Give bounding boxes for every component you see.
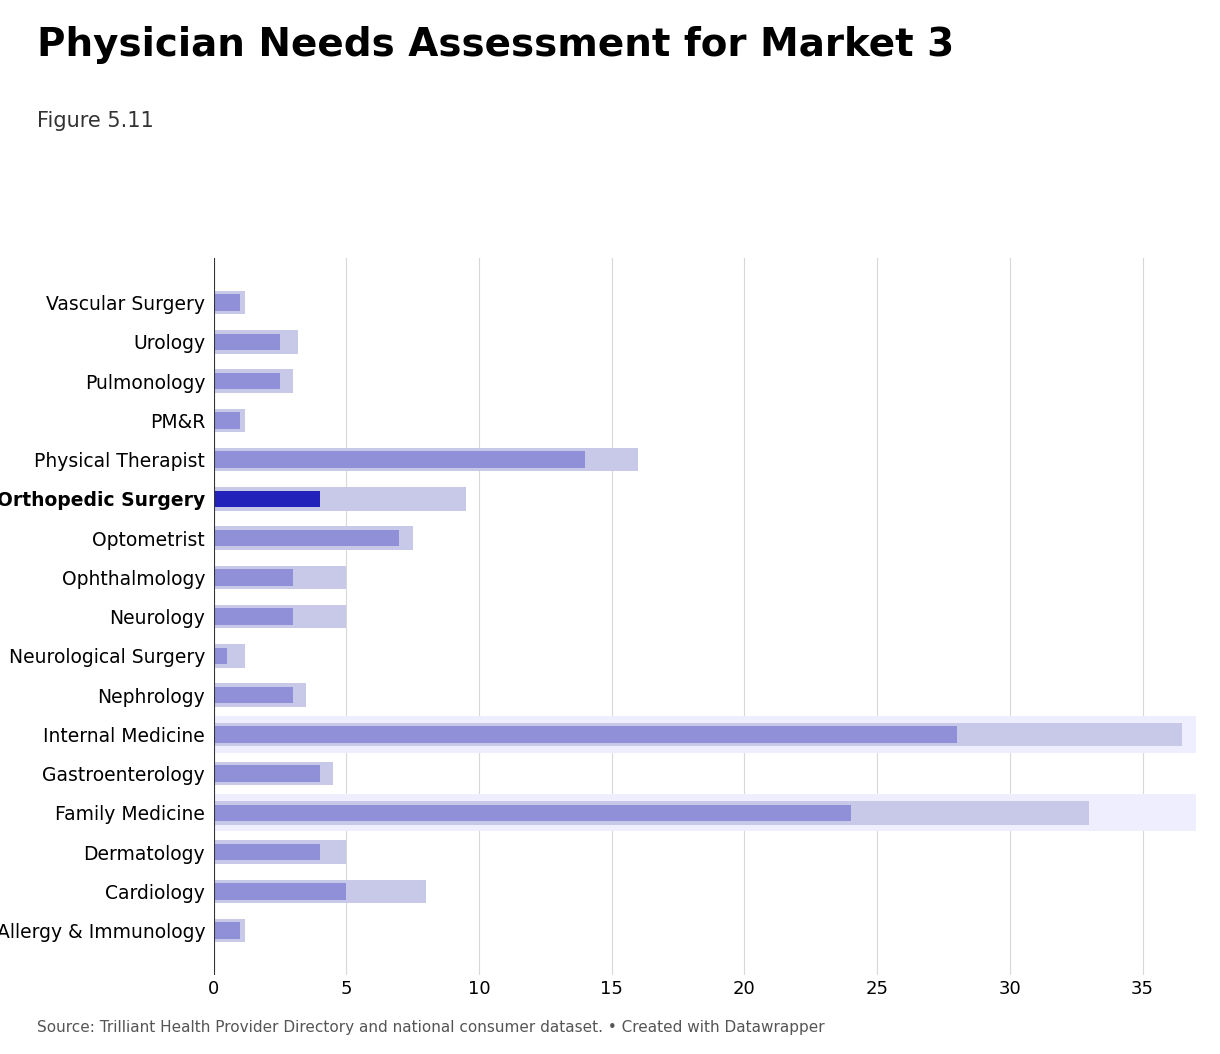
Text: Source: Trilliant Health Provider Directory and national consumer dataset. • Cre: Source: Trilliant Health Provider Direct… [37,1020,825,1035]
Bar [214,647,227,664]
Bar [214,919,245,942]
Bar [214,844,320,860]
Bar [214,330,299,353]
Bar [214,683,306,707]
Bar [214,795,1196,832]
Bar [214,716,1196,753]
Bar [214,487,466,510]
Text: Physician Needs Assessment for Market 3: Physician Needs Assessment for Market 3 [37,26,954,64]
Bar [214,804,850,821]
Bar [214,412,240,429]
Bar [214,726,956,743]
Bar [214,880,426,903]
Bar [214,409,245,432]
Bar [214,883,346,899]
Bar [214,291,245,314]
Bar [214,801,1089,824]
Bar [214,723,1182,746]
Bar [214,608,293,625]
Bar [214,566,346,589]
Bar [214,369,293,393]
Bar [214,765,320,782]
Bar [214,922,240,939]
Bar [214,530,399,546]
Bar [214,569,293,586]
Bar [214,334,279,350]
Bar [214,840,346,864]
Bar [214,526,412,550]
Text: Figure 5.11: Figure 5.11 [37,111,154,131]
Bar [214,451,586,468]
Bar [214,294,240,311]
Bar [214,687,293,703]
Bar [214,762,333,785]
Bar [214,605,346,628]
Bar [214,490,320,507]
Bar [214,644,245,667]
Bar [214,373,279,389]
Bar [214,448,638,471]
